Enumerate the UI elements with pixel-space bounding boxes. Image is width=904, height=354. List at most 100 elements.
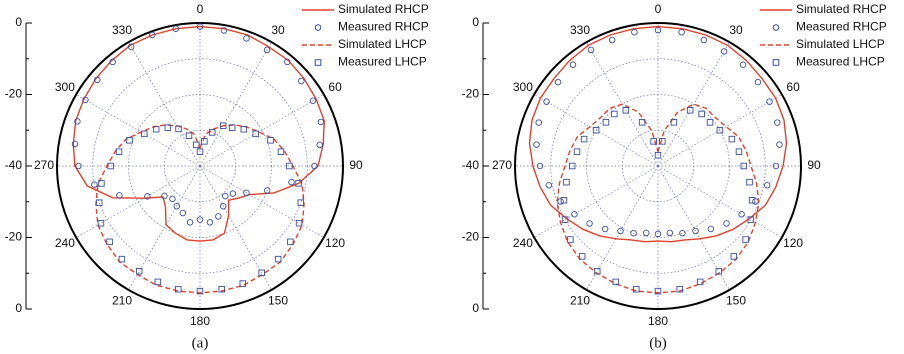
marker-circle	[288, 178, 295, 186]
marker-circle	[196, 23, 204, 30]
legend-marker	[772, 59, 780, 66]
marker-square	[622, 107, 630, 114]
angle-label: 150	[268, 293, 288, 307]
marker-square	[563, 178, 570, 186]
marker-circle	[215, 213, 222, 220]
marker-circle	[229, 190, 237, 197]
legend-label: Measured LHCP	[796, 55, 885, 69]
spoke	[657, 165, 783, 238]
marker-square	[252, 130, 259, 138]
r-tick-label: -20	[5, 230, 23, 244]
marker-circle	[654, 26, 662, 34]
angle-label: 90	[349, 158, 363, 172]
marker-circle	[74, 118, 81, 125]
marker-circle	[543, 98, 550, 105]
panel-caption: (a)	[192, 335, 209, 351]
spoke	[657, 165, 730, 291]
legend-marker	[314, 24, 322, 31]
panel-caption: (b)	[649, 335, 667, 351]
angle-label: 330	[112, 23, 132, 37]
r-tick-label: -20	[5, 87, 23, 101]
legend-label: Simulated RHCP	[796, 2, 887, 16]
marker-square	[95, 199, 103, 206]
marker-circle	[220, 27, 228, 34]
marker-square	[286, 162, 293, 170]
marker-circle	[317, 118, 325, 126]
marker-circle	[739, 61, 747, 68]
marker-square	[706, 119, 714, 126]
marker-square	[747, 216, 755, 223]
legend-label: Measured RHCP	[796, 20, 887, 34]
marker-circle	[173, 202, 181, 210]
marker-circle	[284, 58, 291, 66]
marker-circle	[776, 141, 783, 148]
marker-square	[746, 178, 753, 186]
series-line	[72, 25, 326, 242]
grid-circle	[550, 58, 766, 274]
marker-square	[659, 138, 666, 145]
angle-label: 120	[325, 236, 345, 250]
marker-square	[196, 148, 204, 155]
marker-circle	[700, 36, 708, 44]
marker-circle	[161, 192, 168, 200]
angle-label: 270	[34, 158, 54, 172]
marker-square	[208, 129, 216, 136]
marker-circle	[678, 28, 685, 36]
marker-square	[633, 285, 640, 293]
marker-square	[716, 126, 724, 134]
marker-circle	[222, 192, 229, 200]
marker-circle	[654, 230, 662, 238]
marker-circle	[144, 193, 151, 200]
marker-square	[670, 119, 678, 126]
grid-circle	[92, 58, 308, 274]
marker-square	[98, 180, 105, 187]
marker-square	[560, 196, 568, 204]
marker-square	[106, 238, 113, 246]
spoke	[199, 41, 272, 167]
marker-circle	[243, 189, 250, 197]
marker-circle	[535, 119, 542, 126]
marker-square	[578, 253, 586, 260]
marker-circle	[127, 43, 135, 51]
marker-square	[654, 287, 662, 295]
marker-square	[592, 126, 600, 134]
marker-square	[240, 125, 248, 133]
marker-circle	[243, 35, 250, 42]
marker-square	[175, 285, 182, 293]
marker-circle	[763, 181, 771, 189]
r-tick-label: -20	[462, 230, 480, 244]
marker-square	[742, 236, 749, 243]
marker-square	[568, 162, 576, 170]
marker-square	[698, 110, 705, 118]
marker-circle	[311, 162, 318, 170]
marker-circle	[666, 229, 674, 237]
marker-circle	[774, 119, 781, 126]
marker-circle	[82, 96, 89, 104]
marker-square	[297, 199, 305, 206]
outer-circle	[56, 22, 344, 310]
legend-label: Simulated LHCP	[338, 37, 427, 51]
marker-square	[141, 130, 148, 138]
spoke	[128, 41, 201, 167]
marker-square	[561, 216, 569, 223]
legend-marker	[772, 24, 780, 31]
marker-circle	[772, 162, 780, 170]
marker-circle	[536, 162, 544, 170]
marker-circle	[554, 78, 562, 86]
marker-circle	[608, 36, 616, 44]
marker-square	[696, 278, 704, 286]
angle-label: 150	[726, 293, 746, 307]
marker-square	[748, 196, 756, 204]
marker-circle	[642, 229, 650, 237]
marker-square	[219, 122, 227, 130]
marker-square	[228, 124, 236, 131]
r-tick-label: -40	[462, 158, 480, 172]
marker-square	[126, 137, 133, 144]
marker-circle	[754, 78, 762, 86]
marker-square	[580, 135, 588, 143]
spoke	[199, 165, 272, 291]
marker-circle	[631, 28, 638, 36]
marker-circle	[617, 227, 624, 235]
marker-circle	[738, 211, 745, 218]
